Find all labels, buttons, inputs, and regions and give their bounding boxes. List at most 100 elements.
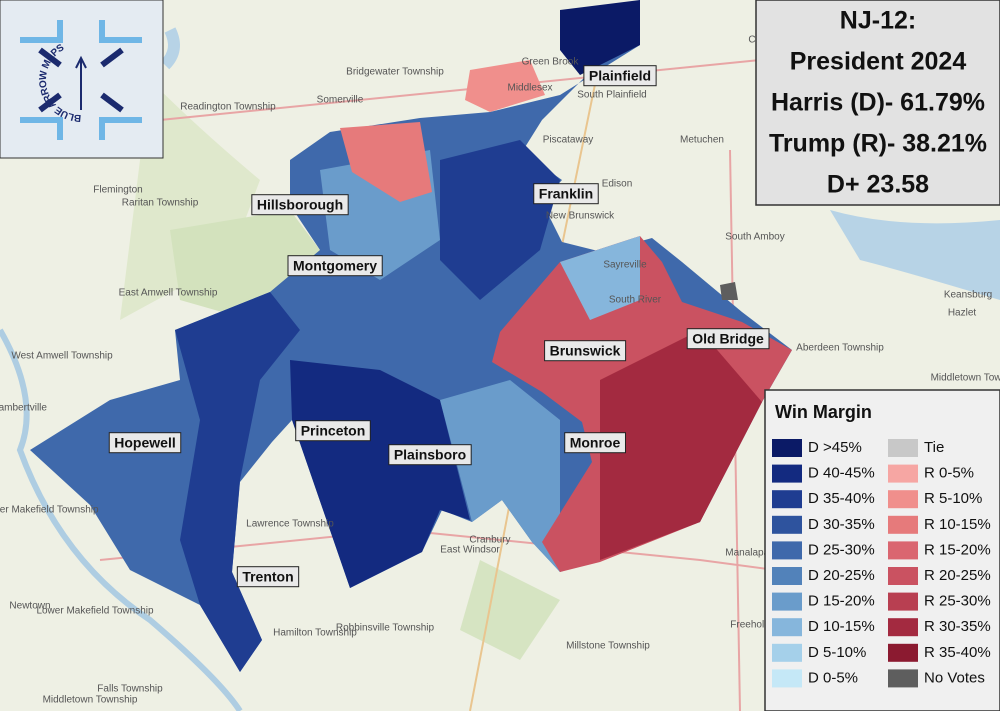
precincts	[440, 380, 560, 572]
place-label: Middletown Township	[931, 373, 1000, 384]
title-line: D+ 23.58	[827, 171, 929, 199]
place-label: Freehold	[730, 620, 769, 631]
precincts	[340, 122, 432, 202]
legend-label: No Votes	[924, 669, 985, 686]
place-label: Hamilton Township	[273, 628, 357, 639]
legend-label: R 20-25%	[924, 567, 991, 584]
district	[30, 0, 792, 672]
logo: BLUE ARROW MAPS	[0, 0, 164, 159]
legend-swatch	[888, 643, 918, 662]
legend-label: D >45%	[808, 439, 862, 456]
legend-label: D 30-35%	[808, 516, 875, 533]
place-label: South River	[609, 295, 662, 306]
legend-label: D 25-30%	[808, 541, 875, 558]
legend-swatch	[888, 439, 918, 457]
town-label: Plainfield	[589, 68, 651, 84]
legend-swatch	[772, 669, 802, 688]
town-label-box	[295, 420, 371, 442]
precincts	[465, 60, 545, 112]
place-label: West Amwell Township	[11, 351, 113, 362]
legend-label: R 10-15%	[924, 516, 991, 533]
legend-label: R 15-20%	[924, 541, 991, 558]
legend-swatch	[772, 592, 802, 611]
town-label: Hillsborough	[257, 197, 343, 213]
place-label: Falls Township	[97, 684, 163, 695]
legend-label: D 35-40%	[808, 490, 875, 507]
place-label: Edison	[602, 179, 633, 190]
town-label: Montgomery	[293, 258, 377, 274]
legend-swatch	[772, 439, 802, 457]
place-label: Robbinsville Township	[336, 623, 435, 634]
title-line: President 2024	[790, 48, 967, 76]
town-label-box	[583, 65, 657, 87]
legend-swatch	[888, 515, 918, 534]
legend-background	[764, 389, 1000, 711]
legend-label: R 25-30%	[924, 593, 991, 610]
legend-label: D 20-25%	[808, 567, 875, 584]
place-label: Millstone Township	[566, 641, 650, 652]
place-label: Aberdeen Township	[796, 343, 884, 354]
precincts	[560, 236, 640, 320]
place-label: Middlesex	[507, 83, 552, 94]
legend-swatch	[888, 669, 918, 688]
legend-swatch	[772, 490, 802, 509]
place-label: Upper Makefield Township	[0, 505, 99, 516]
legend-swatch	[888, 464, 918, 483]
legend-label: R 0-5%	[924, 465, 974, 482]
place-label: Keansburg	[944, 290, 992, 301]
legend-swatch	[888, 618, 918, 637]
legend-swatch	[772, 541, 802, 560]
water	[160, 27, 180, 70]
place-label: Cranbury	[469, 535, 510, 546]
place-label: East Windsor	[440, 545, 500, 556]
legend-label: D 0-5%	[808, 669, 858, 686]
legend-label: D 15-20%	[808, 593, 875, 610]
town-label: Hopewell	[114, 435, 175, 451]
park	[170, 210, 320, 320]
title-background	[755, 0, 1000, 206]
legend-label: Tie	[924, 439, 944, 456]
title-line: NJ-12:	[840, 7, 916, 35]
place-label: East Amwell Township	[119, 288, 218, 299]
legend-swatch	[772, 643, 802, 662]
place-label: Newtown	[9, 601, 50, 612]
town-label: Brunswick	[550, 343, 621, 359]
place-label: Readington Township	[180, 102, 276, 113]
logo-arrows	[20, 20, 142, 140]
place-label: Flemington	[93, 185, 142, 196]
town-label-box	[544, 340, 627, 362]
place-label: Raritan Township	[122, 198, 199, 209]
place-label: Lower Makefield Township	[36, 606, 154, 617]
legend: Win Margin D >45% D 40-45% D 35-40% D 30-35…	[764, 389, 1000, 711]
town-label: Monroe	[570, 435, 621, 451]
place-label: Green Brook	[522, 57, 580, 68]
place-label: Manalapan	[725, 548, 774, 559]
town-label-box	[533, 183, 599, 205]
legend-label: D 10-15%	[808, 618, 875, 635]
legend-swatch	[772, 515, 802, 534]
legend-label: R 30-35%	[924, 618, 991, 635]
precincts	[560, 0, 640, 75]
water	[830, 210, 1000, 300]
legend-swatch	[888, 541, 918, 560]
town-label: Franklin	[539, 186, 593, 202]
place-label: Metuchen	[680, 135, 724, 146]
precincts	[290, 360, 470, 588]
town-label: Old Bridge	[692, 331, 764, 347]
precincts	[440, 140, 560, 300]
place-label: Hazlet	[948, 308, 977, 319]
town-label-box	[287, 255, 383, 277]
legend-swatch	[888, 567, 918, 585]
town-label-box	[236, 566, 300, 588]
place-label: New Brunswick	[546, 211, 615, 222]
legend-swatch	[888, 490, 918, 509]
legend-label: D 5-10%	[808, 644, 866, 661]
town-label-box	[686, 328, 770, 350]
legend-label: R 35-40%	[924, 644, 991, 661]
town-label-box	[108, 432, 182, 454]
river	[0, 328, 243, 711]
town-label-box	[251, 194, 349, 216]
legend-label: R 5-10%	[924, 490, 982, 507]
legend-swatch	[888, 592, 918, 611]
